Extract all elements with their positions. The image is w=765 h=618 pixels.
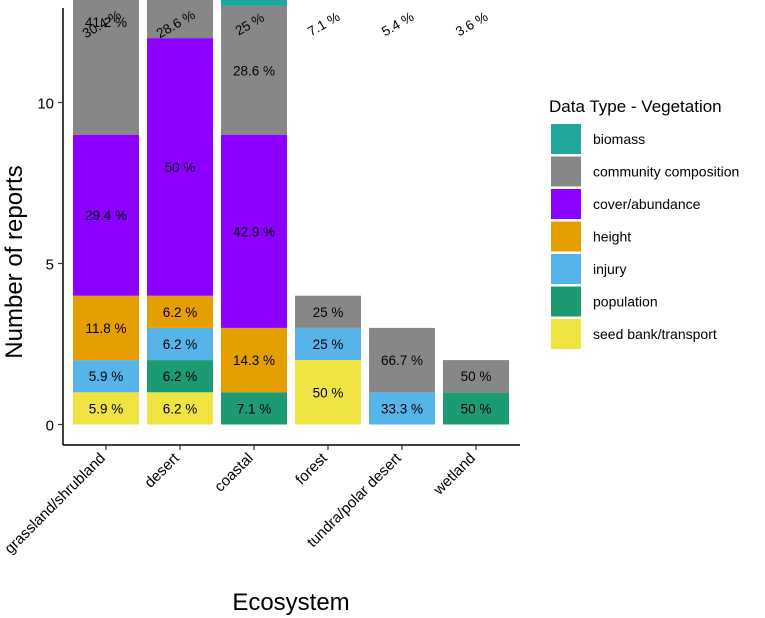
segment-label-coastal-population: 7.1 % [237, 401, 272, 416]
bar-segment-wetland-community-composition [443, 360, 509, 393]
bar-segment-desert-height [147, 295, 213, 328]
x-tick-label-grassland-shrubland: grassland/shrubland [1, 450, 109, 558]
y-axis-title: Number of reports [1, 165, 28, 358]
y-tick-label-10: 10 [37, 96, 54, 113]
bar-segment-coastal-community-composition [221, 5, 287, 135]
bar-segment-forest-community-composition [295, 295, 361, 328]
category-percent-wetland: 3.6 % [453, 9, 490, 39]
legend-swatch-population [551, 286, 581, 317]
bar-segment-grassland-shrubland-seed-bank-transport [73, 392, 139, 425]
segment-label-forest-seed-bank-transport: 50 % [313, 385, 344, 400]
legend: Data Type - Vegetation biomass community … [549, 97, 739, 349]
segment-label-coastal-height: 14.3 % [233, 353, 275, 368]
bar-segment-grassland-shrubland-injury [73, 360, 139, 393]
bar-segment-wetland-population [443, 392, 509, 425]
segment-label-grassland-shrubland-injury: 5.9 % [89, 369, 124, 384]
category-percent-tundra-polar-desert: 5.4 % [379, 9, 416, 39]
segment-label-desert-cover-abundance: 50 % [165, 160, 196, 175]
bar-segment-coastal-height [221, 327, 287, 393]
legend-label-population: population [593, 294, 658, 310]
category-percent-forest: 7.1 % [305, 9, 342, 39]
legend-label-community-composition: community composition [593, 164, 739, 180]
bar-segment-desert-cover-abundance [147, 38, 213, 296]
bar-segment-grassland-shrubland-height [73, 295, 139, 361]
legend-swatch-injury [551, 254, 581, 284]
segment-label-desert-height: 6.2 % [163, 305, 198, 320]
x-tick-label-wetland: wetland [430, 450, 479, 499]
segment-label-desert-injury: 6.2 % [163, 337, 198, 352]
bar-segment-tundra-polar-desert-injury [369, 392, 435, 425]
bar-segment-grassland-shrubland-community-composition [73, 0, 139, 135]
legend-title: Data Type - Vegetation [549, 97, 722, 116]
legend-swatch-community-composition [551, 156, 581, 187]
bar-segment-tundra-polar-desert-community-composition [369, 327, 435, 393]
segment-label-wetland-community-composition: 50 % [461, 369, 492, 384]
segment-label-coastal-cover-abundance: 42.9 % [233, 224, 275, 239]
legend-swatch-biomass [551, 124, 581, 154]
bar-segment-coastal-population [221, 392, 287, 425]
legend-label-cover-abundance: cover/abundance [593, 196, 701, 212]
segment-label-grassland-shrubland-height: 11.8 % [85, 321, 126, 336]
legend-swatch-seed-bank-transport [551, 319, 581, 349]
segment-labels-layer: 5.9 %5.9 %11.8 %29.4 %41.2 %5.9 %6.2 %6.… [85, 15, 492, 416]
segment-label-forest-injury: 25 % [313, 337, 344, 352]
legend-swatch-height [551, 221, 581, 252]
x-tick-label-forest: forest [292, 449, 331, 488]
bars-layer [73, 0, 509, 425]
bar-segment-grassland-shrubland-cover-abundance [73, 134, 139, 296]
segment-label-coastal-community-composition: 28.6 % [233, 63, 275, 78]
segment-label-desert-seed-bank-transport: 6.2 % [163, 401, 198, 416]
bar-segment-desert-population [147, 360, 213, 393]
bar-segment-coastal-cover-abundance [221, 134, 287, 328]
x-tick-label-coastal: coastal [211, 450, 257, 496]
segment-label-desert-population: 6.2 % [163, 369, 198, 384]
legend-label-injury: injury [593, 261, 626, 277]
segment-label-forest-community-composition: 25 % [313, 305, 344, 320]
bar-segment-desert-seed-bank-transport [147, 392, 213, 425]
segment-label-grassland-shrubland-community-composition: 41.2 % [85, 15, 127, 30]
legend-label-biomass: biomass [593, 131, 645, 147]
bar-segment-desert-community-composition [147, 0, 213, 39]
y-tick-label-5: 5 [46, 257, 54, 274]
segment-label-grassland-shrubland-seed-bank-transport: 5.9 % [89, 401, 124, 416]
legend-swatch-cover-abundance [551, 189, 581, 219]
bar-segment-coastal-biomass [221, 0, 287, 6]
segment-label-tundra-polar-desert-community-composition: 66.7 % [381, 353, 423, 368]
bar-segment-forest-seed-bank-transport [295, 360, 361, 425]
bar-segment-forest-injury [295, 327, 361, 361]
x-axis-title: Ecosystem [232, 589, 349, 616]
legend-label-height: height [593, 229, 631, 245]
segment-label-wetland-population: 50 % [461, 401, 492, 416]
segment-label-grassland-shrubland-cover-abundance: 29.4 % [85, 208, 127, 223]
x-tick-label-desert: desert [141, 449, 183, 491]
segment-label-tundra-polar-desert-injury: 33.3 % [381, 401, 423, 416]
legend-label-seed-bank-transport: seed bank/transport [593, 326, 717, 342]
y-tick-label-0: 0 [46, 418, 54, 435]
bar-segment-desert-injury [147, 327, 213, 361]
